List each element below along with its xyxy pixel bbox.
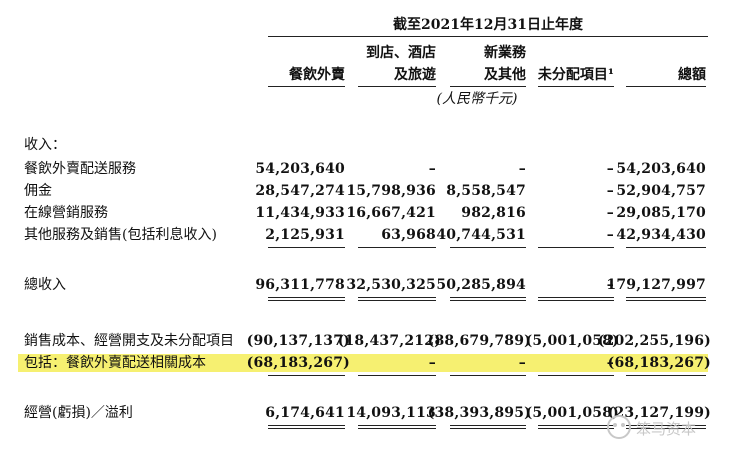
row-label: 佣金 — [24, 183, 52, 199]
cell: – — [606, 183, 614, 199]
total-line-3a — [450, 297, 526, 298]
col-underline-3 — [450, 86, 526, 87]
col-header-4: 未分配項目¹ — [537, 67, 614, 83]
row-label: 在線營銷服務 — [24, 205, 108, 221]
col-underline-1 — [268, 86, 345, 87]
cell: (5,001,058) — [525, 405, 619, 421]
cell: – — [606, 205, 614, 221]
cell: 179,127,997 — [606, 277, 706, 293]
cost-line-4 — [538, 375, 614, 376]
cell: – — [606, 161, 614, 177]
subtotal-line-2 — [358, 247, 436, 248]
row-label-revenue-heading: 收入： — [24, 137, 66, 153]
cell: (68,183,267) — [607, 355, 711, 371]
cell: (88,679,789) — [427, 333, 531, 349]
total-line-2b — [358, 300, 436, 301]
cell: (23,127,199) — [607, 405, 711, 421]
cell: 982,816 — [461, 205, 526, 221]
col-header-5: 總額 — [678, 67, 706, 83]
cell: (202,255,196) — [597, 333, 711, 349]
col-header-1: 餐飲外賣 — [289, 67, 345, 83]
col-header-2-line2: 及旅遊 — [394, 67, 436, 83]
cell: 54,203,640 — [616, 161, 706, 177]
cell: 11,434,933 — [255, 205, 345, 221]
op-line-4a — [538, 425, 614, 426]
cell: 63,968 — [381, 227, 436, 243]
cell: – — [428, 355, 436, 371]
cell: 96,311,778 — [255, 277, 345, 293]
col-underline-4 — [538, 86, 614, 87]
cell: 2,125,931 — [265, 227, 345, 243]
row-label: 餐飲外賣配送服務 — [24, 161, 136, 177]
cell: (18,437,212) — [337, 333, 441, 349]
watermark-logo-icon — [606, 414, 632, 440]
cell: 29,085,170 — [616, 205, 706, 221]
period-header: 截至2021年12月31日止年度 — [393, 17, 583, 33]
col-header-2-line1: 到店、酒店 — [366, 45, 436, 61]
row-label: 其他服務及銷售(包括利息收入) — [24, 227, 217, 243]
cell: 54,203,640 — [255, 161, 345, 177]
subtotal-line-4 — [538, 247, 614, 248]
cell: (90,137,137) — [246, 333, 350, 349]
op-line-1a — [268, 425, 345, 426]
cell: (68,183,267) — [246, 355, 350, 371]
unit-label: (人民幣千元) — [436, 91, 518, 107]
total-line-4b — [538, 300, 614, 301]
op-line-2b — [358, 428, 436, 429]
total-line-1b — [268, 300, 345, 301]
cost-line-3 — [450, 375, 526, 376]
period-underline — [268, 36, 708, 37]
op-line-3b — [450, 428, 526, 429]
cost-line-5 — [626, 375, 706, 376]
subtotal-line-3 — [450, 247, 526, 248]
col-underline-5 — [626, 86, 706, 87]
op-line-5b — [626, 428, 706, 429]
total-line-5b — [626, 300, 706, 301]
cell: 15,798,936 — [346, 183, 436, 199]
cell: 16,667,421 — [346, 205, 436, 221]
total-line-3b — [450, 300, 526, 301]
cell: – — [606, 227, 614, 243]
cell: – — [606, 355, 614, 371]
cell: 14,093,113 — [346, 405, 436, 421]
col-header-3-line1: 新業務 — [484, 45, 526, 61]
cell: 28,547,274 — [255, 183, 345, 199]
op-line-2a — [358, 425, 436, 426]
subtotal-line-1 — [268, 247, 345, 248]
total-line-5a — [626, 297, 706, 298]
cell: 8,558,547 — [446, 183, 526, 199]
cell: – — [428, 161, 436, 177]
col-underline-2 — [358, 86, 436, 87]
op-line-4b — [538, 428, 614, 429]
subtotal-line-5 — [626, 247, 706, 248]
cell: – — [518, 355, 526, 371]
watermark-text: 笨马资本 — [636, 420, 697, 438]
op-line-5a — [626, 425, 706, 426]
row-highlight — [18, 354, 708, 372]
cost-line-1 — [268, 375, 345, 376]
cell: 52,904,757 — [616, 183, 706, 199]
row-label-operating: 經營(虧損)／溢利 — [24, 405, 133, 421]
cell: 50,285,894 — [436, 277, 526, 293]
cell: 40,744,531 — [436, 227, 526, 243]
op-line-3a — [450, 425, 526, 426]
col-header-3-line2: 及其他 — [484, 67, 526, 83]
row-label-including: 包括：餐飲外賣配送相關成本 — [24, 355, 206, 371]
op-line-1b — [268, 428, 345, 429]
cell: 42,934,430 — [616, 227, 706, 243]
cell: (38,393,895) — [427, 405, 531, 421]
cell: (5,001,058) — [525, 333, 619, 349]
cell: 6,174,641 — [265, 405, 345, 421]
cell: 32,530,325 — [346, 277, 436, 293]
row-label-total-revenue: 總收入 — [24, 277, 66, 293]
cost-line-2 — [358, 375, 436, 376]
total-line-1a — [268, 297, 345, 298]
cell: – — [518, 161, 526, 177]
total-line-2a — [358, 297, 436, 298]
cell: – — [606, 277, 614, 293]
total-line-4a — [538, 297, 614, 298]
row-label-costs: 銷售成本、經營開支及未分配項目 — [24, 333, 234, 349]
